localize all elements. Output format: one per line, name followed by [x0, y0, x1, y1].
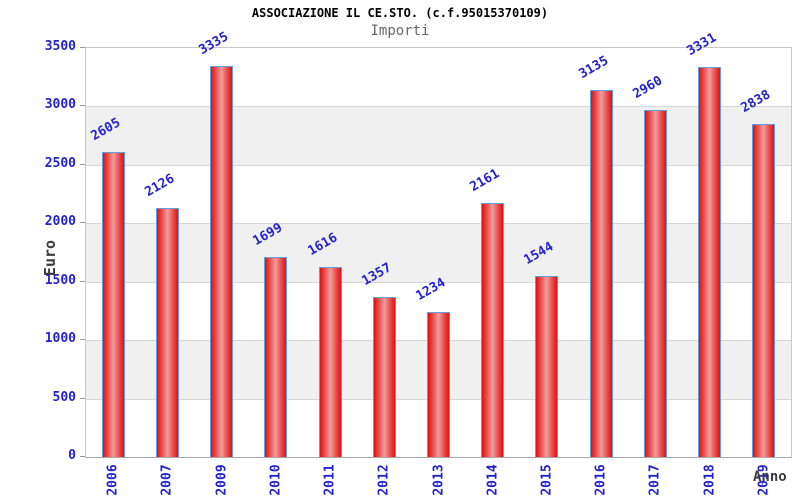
x-tick-label: 2015 — [539, 464, 555, 496]
y-tick-mark — [80, 339, 85, 341]
x-tick-label: 2007 — [159, 464, 175, 496]
bar-2009 — [210, 66, 234, 457]
x-tick-label: 2016 — [593, 464, 609, 496]
chart-subtitle: Importi — [370, 23, 430, 39]
y-tick-label: 2500 — [44, 155, 76, 171]
y-tick-mark — [80, 163, 85, 165]
y-tick-mark — [80, 280, 85, 282]
plot-area — [85, 47, 792, 458]
gridline — [86, 106, 791, 108]
x-tick-label: 2006 — [105, 464, 121, 496]
x-tick-label: 2011 — [322, 464, 338, 496]
y-tick-mark — [80, 456, 85, 457]
chart-title: ASSOCIAZIONE IL CE.STO. (c.f.95015370109… — [251, 6, 549, 20]
x-tick-label: 2018 — [702, 464, 718, 496]
plot-band — [86, 223, 791, 282]
plot-band — [86, 106, 791, 165]
gridline — [86, 223, 791, 225]
bar-2012 — [372, 297, 396, 457]
y-tick-label: 0 — [68, 448, 76, 463]
x-tick-label: 2010 — [268, 464, 284, 496]
y-tick-mark — [80, 222, 85, 224]
x-tick-label: 2014 — [485, 464, 501, 496]
bar-2010 — [264, 257, 288, 457]
bar-2018 — [698, 66, 722, 457]
x-tick-label: 2012 — [376, 464, 392, 496]
y-tick-label: 2000 — [44, 214, 76, 230]
bar-2015 — [535, 275, 559, 457]
y-tick-mark — [80, 105, 85, 107]
y-axis-label: Euro — [41, 239, 59, 277]
x-tick-label: 2009 — [214, 464, 230, 496]
y-tick-mark — [80, 397, 85, 399]
bar-2016 — [589, 89, 613, 457]
x-axis-label: Anno — [753, 469, 787, 485]
gridline — [86, 281, 791, 283]
bar-2013 — [427, 311, 450, 457]
y-tick-label: 500 — [52, 389, 76, 405]
bar-2011 — [318, 267, 342, 457]
bar-2007 — [155, 207, 179, 457]
y-tick-label: 1500 — [44, 272, 76, 288]
y-tick-label: 1000 — [44, 331, 76, 347]
y-tick-label: 3500 — [44, 39, 76, 54]
bar-2019 — [752, 124, 776, 457]
bar-2014 — [481, 203, 505, 457]
y-tick-mark — [80, 47, 85, 48]
y-tick-label: 3000 — [44, 97, 76, 113]
x-tick-label: 2013 — [431, 464, 446, 496]
bar-2006 — [101, 151, 125, 457]
x-tick-label: 2017 — [647, 464, 663, 496]
gridline — [86, 164, 791, 166]
bar-2017 — [643, 110, 667, 457]
